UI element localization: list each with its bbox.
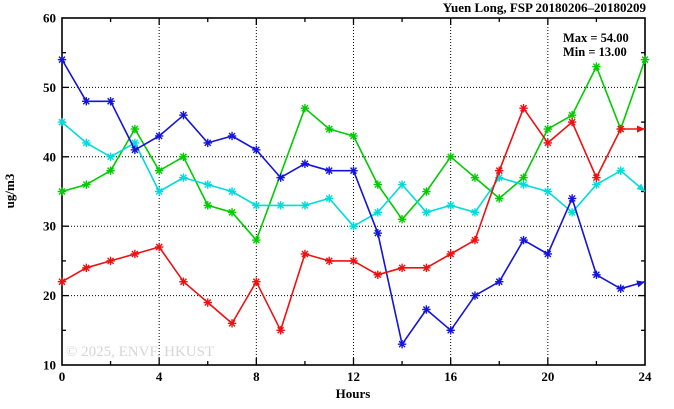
x-tick-label: 20	[541, 369, 554, 384]
y-tick-label: 30	[43, 219, 56, 234]
min-annotation: Min = 13.00	[563, 45, 627, 59]
x-tick-label: 0	[59, 369, 66, 384]
y-tick-label: 20	[43, 288, 56, 303]
x-tick-label: 16	[444, 369, 458, 384]
x-tick-label: 24	[639, 369, 653, 384]
y-axis-label: ug/m3	[2, 173, 17, 208]
series-blue-arrow	[636, 280, 645, 288]
max-annotation: Max = 54.00	[563, 31, 629, 45]
x-tick-label: 12	[347, 369, 360, 384]
series-cyan-arrow	[636, 183, 645, 192]
series-green-line	[61, 59, 646, 241]
chart-title: Yuen Long, FSP 20180206–20180209	[443, 0, 647, 15]
x-tick-label: 8	[253, 369, 260, 384]
y-tick-label: 60	[43, 11, 56, 26]
x-tick-label: 4	[156, 369, 163, 384]
series-red-arrow	[637, 125, 645, 133]
y-tick-label: 50	[43, 80, 56, 95]
y-tick-label: 10	[43, 358, 56, 373]
y-tick-label: 40	[43, 149, 56, 164]
x-axis-label: Hours	[336, 386, 371, 401]
watermark: © 2025, ENVF, HKUST	[66, 344, 214, 360]
plot-area: 0 4 8 12 16 20 24 10 20 30 40 50 60	[43, 11, 652, 385]
